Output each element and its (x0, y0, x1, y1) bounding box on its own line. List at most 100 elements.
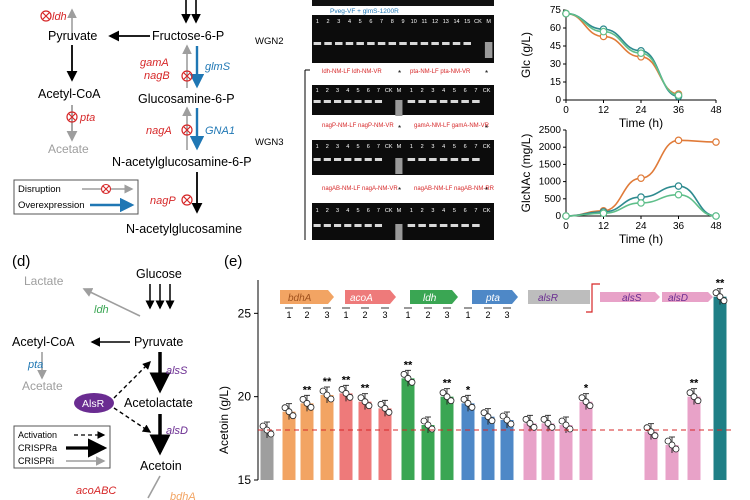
gel-band (313, 100, 321, 103)
gel-lane-label: 14 (453, 19, 459, 25)
gene-arrow-alsS (600, 292, 660, 302)
gel-lane-label: 7 (474, 144, 477, 150)
gel-band (450, 224, 459, 227)
alsR-node-label: AlsR (82, 398, 105, 410)
gene-tick-label: 3 (444, 310, 449, 320)
data-point-green (562, 212, 570, 220)
replicate-point (377, 400, 385, 408)
replicate-point (716, 293, 724, 301)
gel-band (452, 42, 461, 45)
replicate-point (468, 403, 476, 411)
bar (644, 431, 658, 480)
gel-lane-label: 4 (346, 144, 349, 150)
gel-lane-label: M (397, 144, 402, 150)
gene-bdhA-d: bdhA (170, 491, 196, 500)
metabolite-acetate-d: Acetate (22, 379, 63, 393)
disruption-marker (40, 10, 52, 22)
bar (339, 393, 353, 480)
y-tick-label: 500 (544, 194, 561, 205)
gel-band (484, 42, 493, 58)
gel-lane-label: 7 (377, 208, 380, 214)
gene-ldh-d: ldh (94, 304, 109, 316)
data-point-green (637, 199, 645, 207)
gel-lane-label: 7 (380, 19, 383, 25)
bar (713, 296, 727, 480)
x-tick-label: 12 (598, 105, 610, 116)
replicate-point (651, 432, 659, 440)
gel-lane-label: 9 (401, 19, 404, 25)
gel-lane-label: 4 (442, 88, 445, 94)
gene-tick-label: 1 (343, 310, 348, 320)
replicate-point (672, 445, 680, 453)
gel-star: * (485, 124, 488, 133)
replicate-point (540, 415, 548, 423)
replicate-point (267, 430, 275, 438)
bar (541, 423, 555, 480)
bar (579, 401, 593, 480)
gel-band (420, 42, 429, 45)
bar (282, 411, 296, 480)
gel-lane-label: 1 (316, 19, 319, 25)
gene-tick-label: 3 (504, 310, 509, 320)
replicate-point (690, 393, 698, 401)
bar (500, 420, 514, 480)
gel-lane-label: 15 (464, 19, 470, 25)
data-point-green (599, 209, 608, 218)
y-tick-label: 1500 (539, 159, 562, 170)
gel-band (439, 158, 448, 161)
gel-lane-label: 3 (431, 208, 434, 214)
replicate-point (381, 404, 389, 412)
alsR-node (74, 393, 114, 413)
gel-lane-label: 2 (421, 208, 424, 214)
gel-lane-label: 2 (326, 144, 329, 150)
disruption-icon (100, 183, 112, 195)
bar (378, 408, 392, 480)
gel-band (388, 42, 397, 45)
gel-lane-label: 7 (377, 144, 380, 150)
gene-arrow-label: acoA (350, 293, 373, 304)
replicate-point (342, 389, 350, 397)
gel-band (461, 224, 469, 227)
gel-band (429, 100, 437, 103)
gel-lane-label: 1 (410, 144, 413, 150)
gene-nagB: nagB (144, 70, 170, 82)
data-point-orange (712, 138, 720, 146)
gel-band (323, 100, 331, 103)
y-axis-label: Acetoin (g/L) (217, 386, 231, 454)
gene-tick-label: 2 (485, 310, 490, 320)
gel-lane-label: 4 (442, 208, 445, 214)
replicate-point (582, 398, 590, 406)
significance-label: ** (443, 378, 452, 390)
gel-lane-label: 2 (326, 88, 329, 94)
gene-pta-d: pta (27, 359, 43, 371)
gel-lane-label: 11 (422, 19, 428, 25)
bar (320, 395, 334, 480)
gel-lane-label: M (397, 208, 402, 214)
replicate-point (664, 437, 672, 445)
series-line-green (565, 12, 679, 96)
y-tick-label: 1000 (539, 177, 562, 188)
gel-primer-pta: pta-NM-LF pta-NM-VR (410, 69, 471, 75)
replicate-point (385, 408, 393, 416)
replicate-point (643, 424, 651, 432)
gel-band (463, 42, 471, 45)
series-line-teal (565, 12, 679, 98)
gel-primer-nagP: nagP-NM-LF nagP-NM-VR (322, 123, 394, 129)
gel-lane-label: 6 (464, 144, 467, 150)
replicate-point (530, 423, 538, 431)
top-pathway: ldh Pyruvate Fructose-6-P Acetyl-CoA gam… (13, 0, 252, 236)
metabolite-lactate: Lactate (24, 274, 64, 288)
gel-primer-nagAB-right: nagAB-NM-LF nagAB-NM-RR (414, 186, 495, 192)
gel-band (442, 42, 450, 45)
gel-lane-label: 4 (346, 208, 349, 214)
gel-lane-label: 3 (431, 144, 434, 150)
y-tick-label: 25 (238, 306, 252, 320)
bar (300, 403, 314, 480)
gel-band (377, 42, 386, 45)
gene-arrow-acoA (345, 290, 396, 304)
gel-band (324, 42, 332, 45)
gel-lane-label: CK (483, 144, 491, 150)
gel-lane-label: 6 (367, 144, 370, 150)
gene-tick-label: 1 (465, 310, 470, 320)
